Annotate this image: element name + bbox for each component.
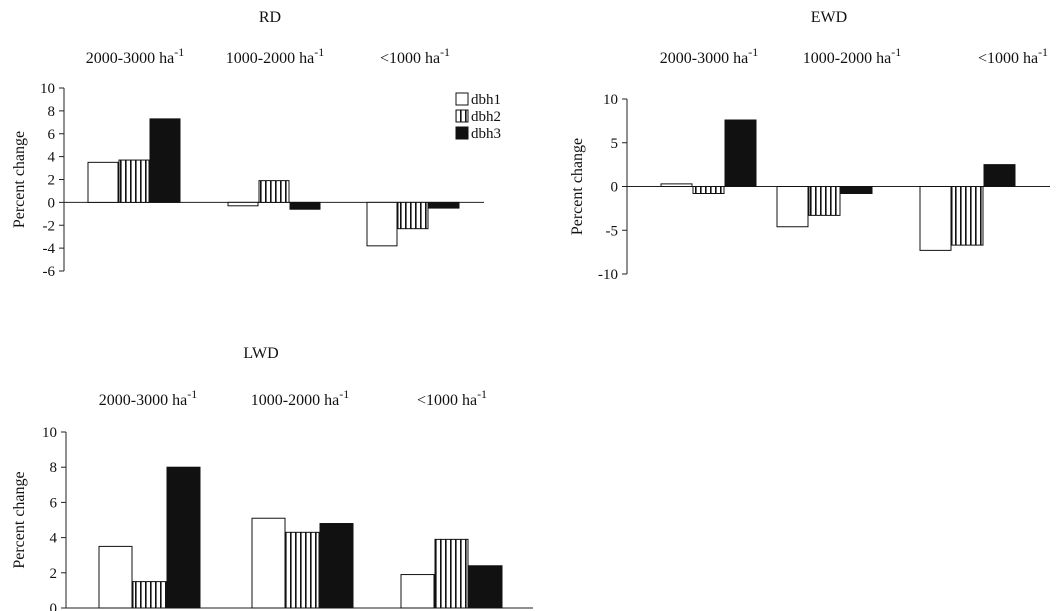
bar-dbh2	[118, 159, 150, 203]
bar-dbh1	[366, 201, 398, 247]
bar-dbh2	[951, 186, 984, 246]
y-tick-label: -4	[43, 241, 56, 257]
category-label: 2000-3000 ha-1	[86, 45, 184, 67]
bar-dbh3	[319, 523, 354, 609]
bar-dbh3	[289, 201, 321, 210]
bar-dbh3	[149, 118, 181, 203]
bar-dbh1	[660, 183, 693, 187]
bar-dbh3	[166, 466, 201, 609]
bar-dbh2	[692, 186, 725, 194]
legend-label: dbh1	[471, 92, 501, 108]
bar-dbh1	[251, 517, 286, 609]
y-tick-label: 4	[50, 531, 58, 547]
y-tick-label: -5	[606, 223, 619, 239]
category-label: 2000-3000 ha-1	[660, 45, 758, 67]
y-tick-label: 10	[42, 425, 57, 441]
y-tick-label: -10	[598, 267, 618, 283]
bar-dbh1	[776, 186, 809, 228]
y-tick-label: 2	[50, 566, 58, 582]
y-tick-label: 8	[48, 104, 56, 120]
y-tick-label: 8	[50, 460, 58, 476]
bar-dbh2	[285, 531, 320, 609]
bar-dbh3	[468, 565, 503, 609]
bar-dbh1	[400, 574, 435, 609]
bar-dbh2	[808, 186, 841, 216]
bar-dbh3	[840, 186, 873, 194]
y-tick-label: 6	[48, 127, 56, 143]
y-tick-label: -2	[43, 218, 56, 234]
legend-label: dbh3	[471, 126, 501, 142]
y-axis-label: Percent change	[569, 138, 586, 235]
bar-dbh2	[258, 180, 290, 203]
chart-rd: RD 2000-3000 ha-1 1000-2000 ha-1 <1000 ha-1…	[11, 9, 501, 280]
y-tick-label: 4	[48, 150, 56, 166]
y-tick-label: 2	[48, 173, 56, 189]
y-tick-label: 10	[40, 81, 55, 97]
chart-ewd: EWD 2000-3000 ha-1 1000-2000 ha-1 <1000 ha-…	[569, 9, 1050, 283]
bar-dbh2	[434, 538, 469, 609]
y-tick-label: 6	[50, 495, 58, 511]
category-label: 1000-2000 ha-1	[251, 387, 349, 409]
y-tick-label: 5	[611, 136, 619, 152]
legend-swatch-dbh1	[455, 92, 469, 106]
y-axis-label: Percent change	[11, 131, 28, 228]
y-tick-label: 0	[50, 601, 58, 611]
bar-dbh1	[87, 161, 119, 203]
y-tick-label: 0	[611, 180, 619, 196]
bar-dbh3	[983, 164, 1016, 187]
chart-title: RD	[259, 9, 281, 26]
category-label: 1000-2000 ha-1	[803, 45, 901, 67]
category-label: 1000-2000 ha-1	[226, 45, 324, 67]
bar-dbh1	[227, 201, 259, 207]
y-tick-label: 10	[603, 92, 618, 108]
bar-dbh2	[132, 581, 167, 609]
chart-title: LWD	[243, 345, 278, 362]
category-label: 2000-3000 ha-1	[99, 387, 197, 409]
bar-dbh1	[98, 545, 133, 609]
bar-dbh3	[724, 119, 757, 187]
legend-swatch-dbh3	[455, 126, 469, 140]
bar-dbh2	[397, 201, 429, 230]
legend-label: dbh2	[471, 109, 501, 125]
bar-dbh3	[428, 201, 460, 209]
category-label: <1000 ha-1	[417, 387, 487, 409]
y-axis-label: Percent change	[11, 471, 28, 568]
bar-dbh1	[919, 186, 952, 251]
y-tick-label: 0	[48, 195, 56, 211]
y-tick-label: -6	[43, 264, 56, 280]
category-label: <1000 ha-1	[978, 45, 1048, 67]
legend-swatch-dbh2	[455, 109, 469, 123]
category-label: <1000 ha-1	[380, 45, 450, 67]
chart-lwd: LWD 2000-3000 ha-1 1000-2000 ha-1 <1000 ha-…	[11, 345, 533, 611]
chart-title: EWD	[811, 9, 847, 26]
